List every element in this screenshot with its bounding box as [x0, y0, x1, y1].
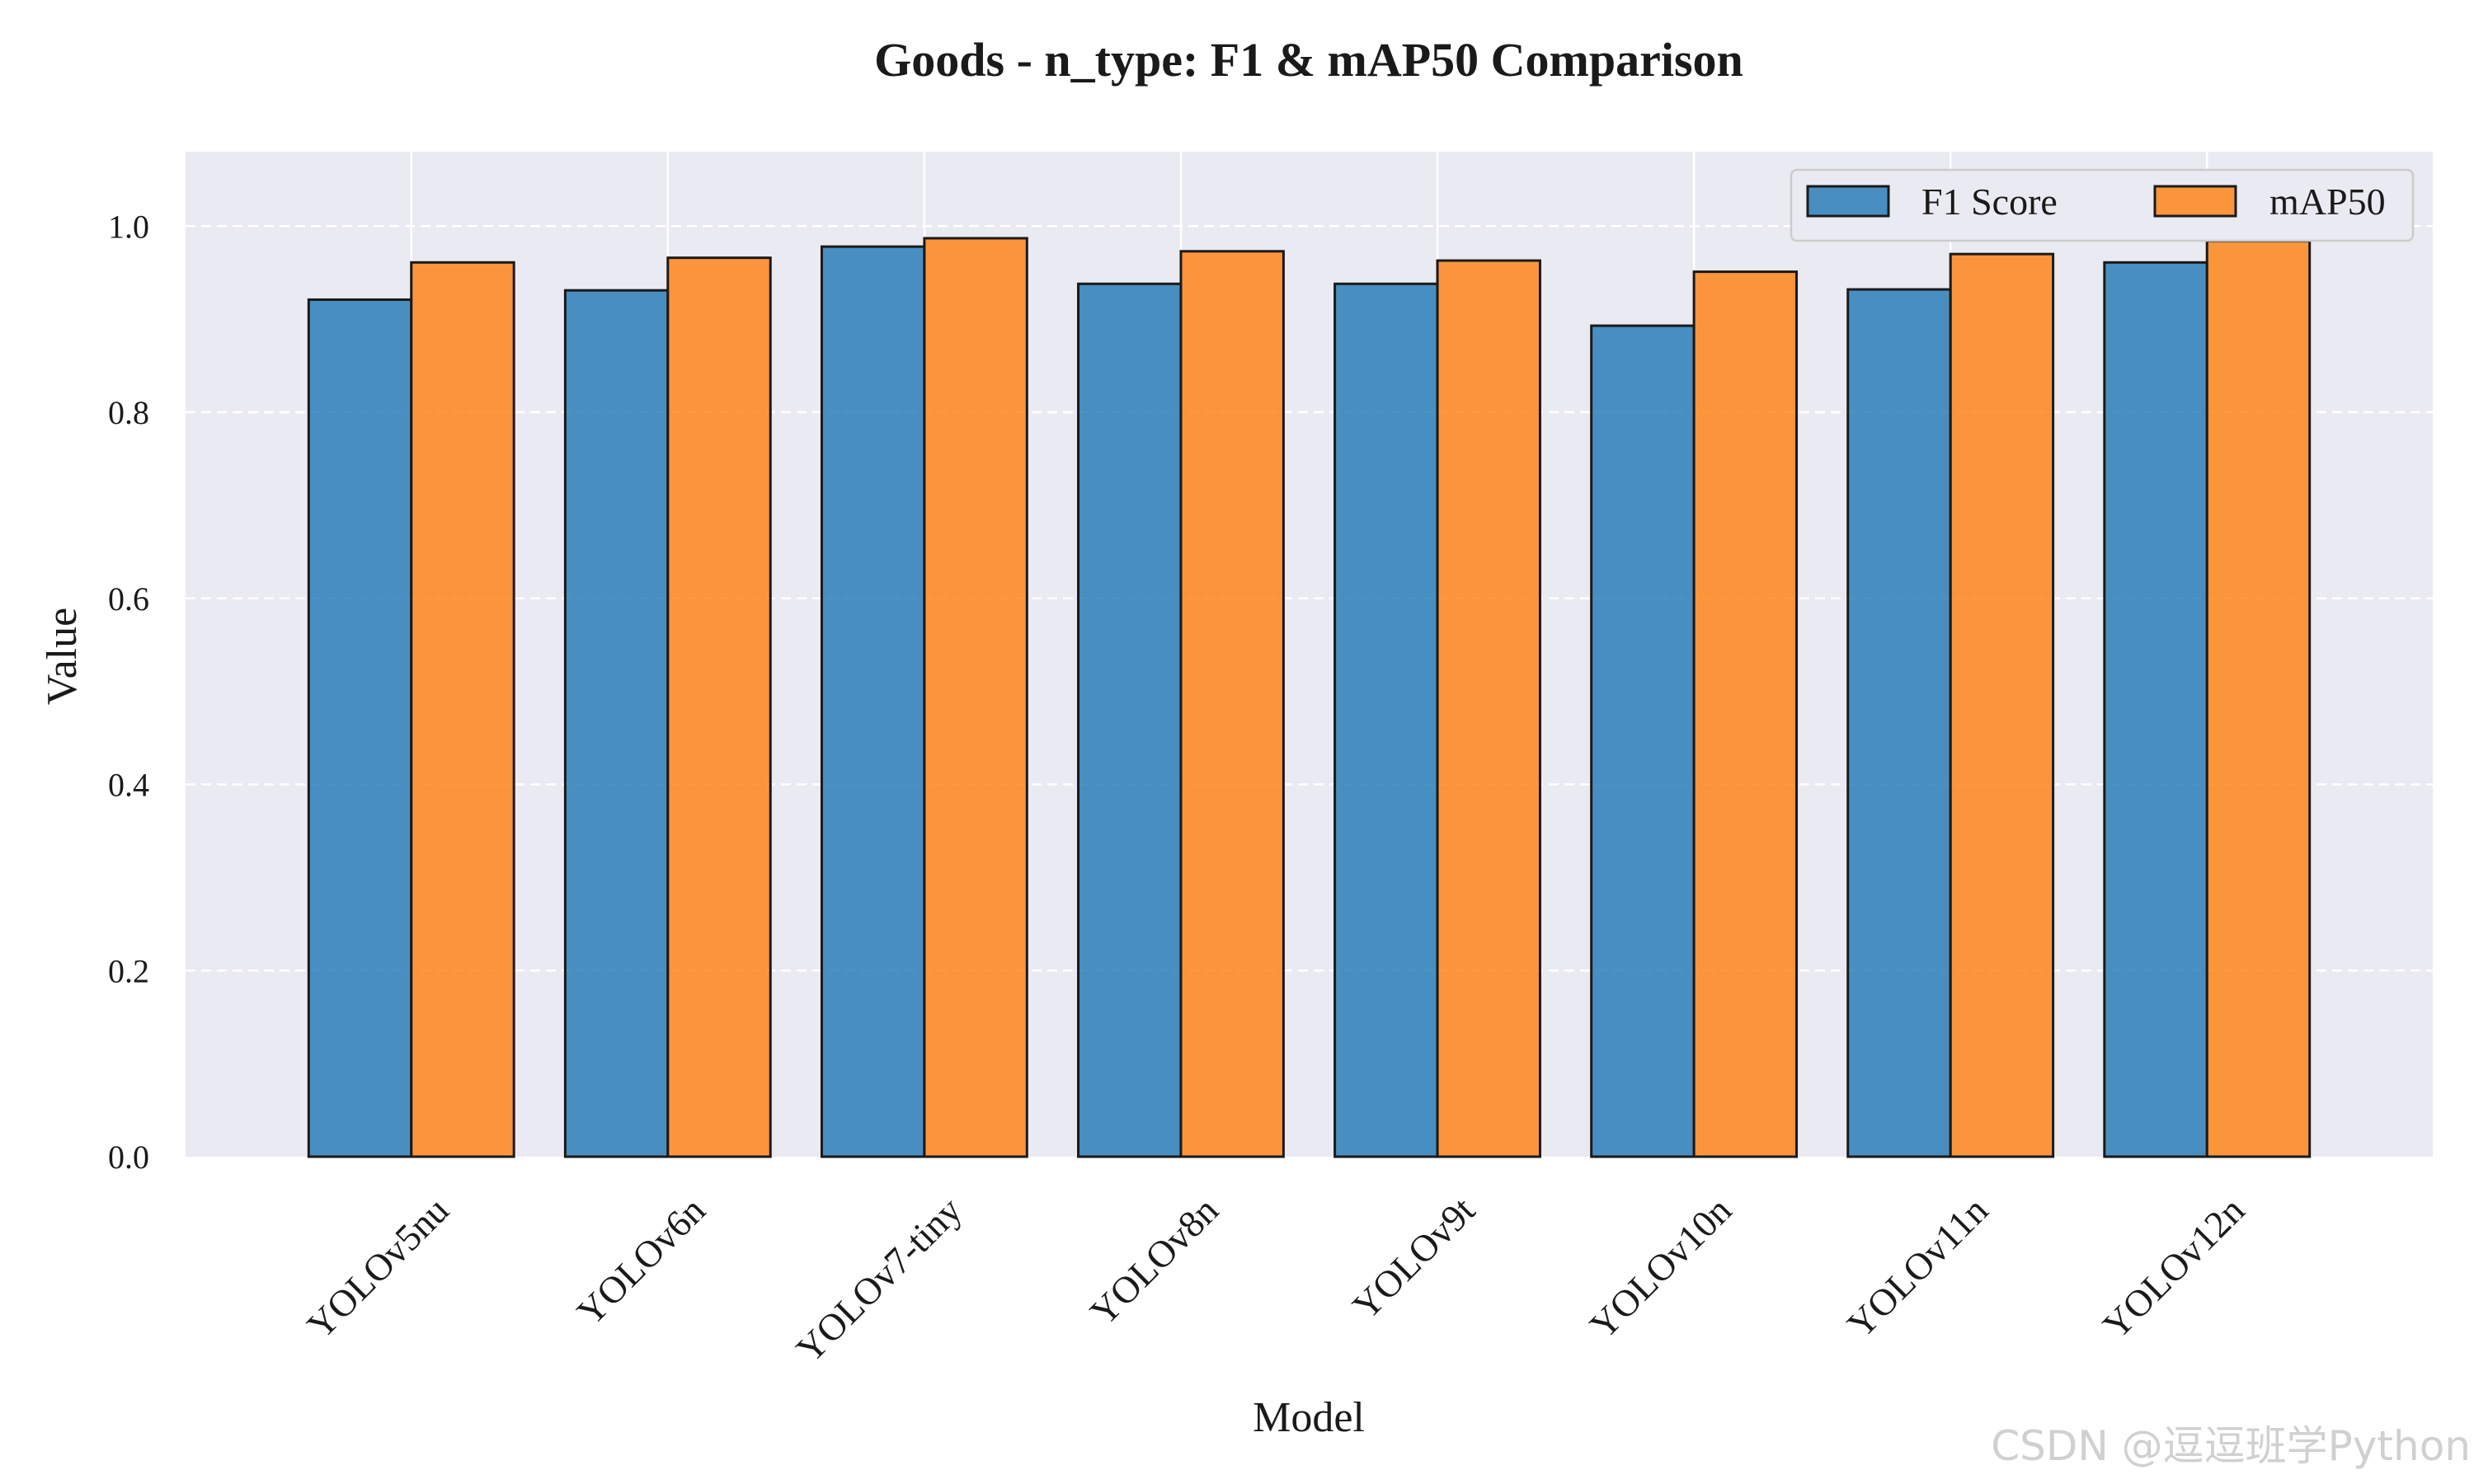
bar-f1 — [1590, 324, 1696, 1158]
legend-box — [1790, 168, 2415, 242]
bar-map50 — [1949, 252, 2055, 1158]
watermark: CSDN @逗逗班学Python — [1991, 1422, 2471, 1470]
bar-f1 — [2103, 261, 2208, 1158]
legend-swatch-map50 — [2153, 185, 2237, 218]
bar-f1 — [820, 245, 926, 1158]
y-tick-label: 0.8 — [108, 394, 149, 431]
x-tick-label: YOLOv7-tiny — [788, 1189, 970, 1370]
x-tick-label: YOLOv10n — [1582, 1189, 1739, 1346]
x-axis-label: Model — [1253, 1394, 1365, 1441]
y-tick-label: 0.6 — [108, 580, 149, 618]
x-tick-label: YOLOv11n — [1839, 1189, 1996, 1345]
bar-f1 — [1846, 288, 1952, 1158]
bar-map50 — [1692, 270, 1799, 1158]
x-tick-label: YOLOv12n — [2095, 1189, 2252, 1346]
y-tick-label: 0.2 — [108, 952, 149, 989]
x-tick-label: YOLOv5nu — [299, 1189, 456, 1346]
bar-map50 — [666, 256, 772, 1158]
y-tick-label: 0.0 — [108, 1139, 149, 1176]
x-tick-label: YOLOv6n — [569, 1189, 713, 1333]
bar-f1 — [1077, 282, 1183, 1158]
x-tick-label: YOLOv8n — [1082, 1189, 1226, 1333]
bar-f1 — [563, 289, 670, 1158]
bar-map50 — [1436, 259, 1541, 1158]
legend-swatch-f1 — [1806, 185, 1890, 218]
x-tick-label: YOLOv9t — [1344, 1189, 1483, 1327]
bar-f1 — [1333, 282, 1439, 1158]
plot-area: 0.0 0.2 0.4 0.6 0.8 1.0 YOLOv5nu YOLOv6n YOLOv7-… — [108, 152, 2433, 1370]
bar-map50 — [1179, 250, 1285, 1158]
plot-background — [186, 152, 2433, 1157]
bar-map50 — [923, 237, 1028, 1158]
legend-label-map50: mAP50 — [2269, 181, 2386, 223]
y-tick-label: 1.0 — [108, 208, 149, 245]
bar-f1 — [307, 298, 413, 1158]
y-axis-label: Value — [39, 608, 86, 705]
legend-label-f1: F1 Score — [1921, 181, 2058, 223]
chart-title: Goods - n_type: F1 & mAP50 Comparison — [874, 33, 1743, 87]
y-tick-label: 0.4 — [108, 767, 149, 804]
bar-map50 — [2205, 239, 2312, 1158]
legend: F1 Score mAP50 — [1790, 168, 2415, 242]
bar-map50 — [410, 261, 515, 1158]
